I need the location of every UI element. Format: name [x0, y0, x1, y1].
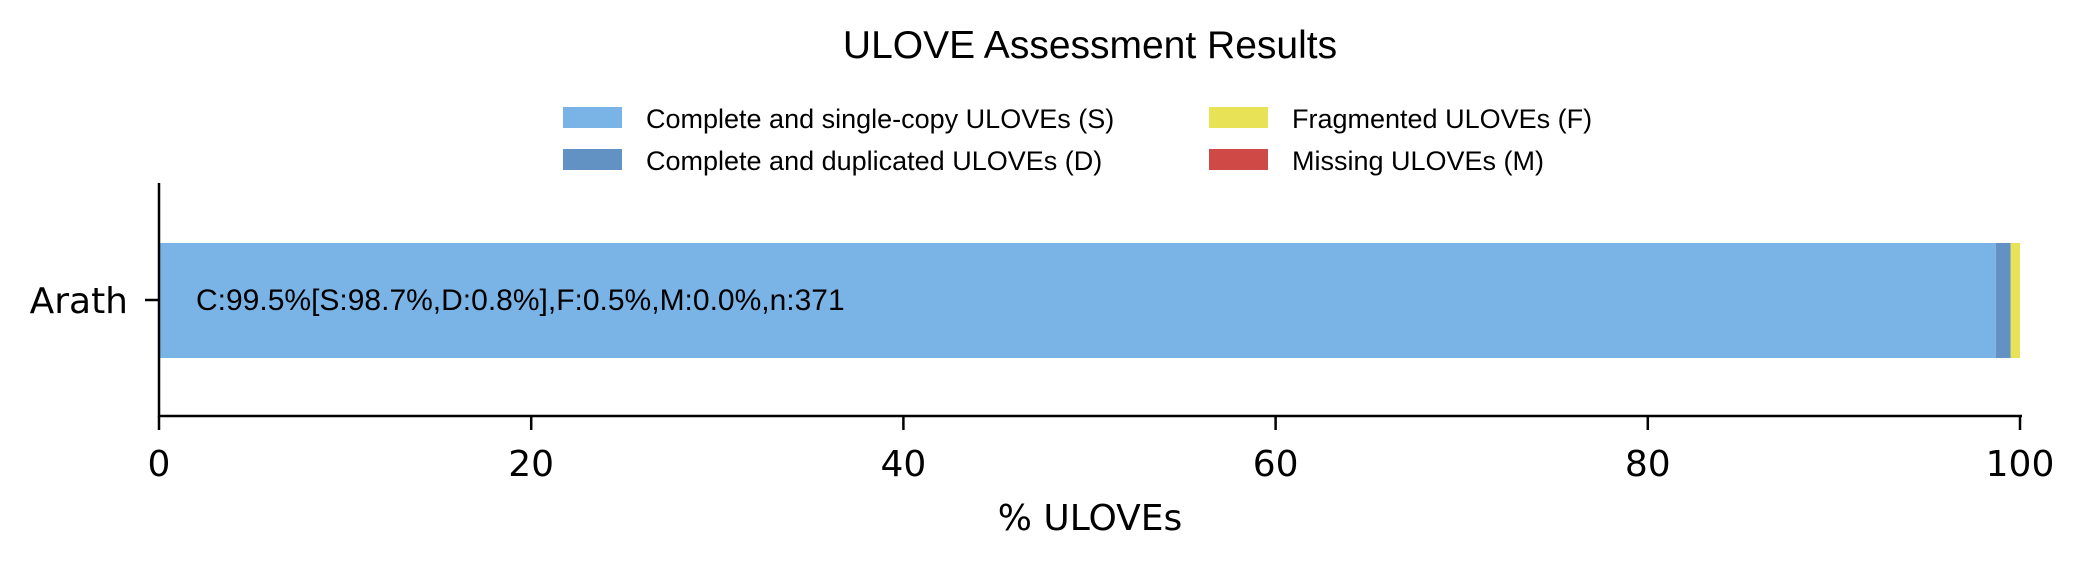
bar-segment [159, 243, 1996, 358]
legend: Complete and single-copy ULOVEs (S) Compl… [563, 104, 1592, 176]
legend-label: Complete and duplicated ULOVEs (D) [646, 146, 1102, 176]
legend-swatch [1209, 107, 1268, 128]
legend-swatch [563, 107, 622, 128]
x-tick-label: 60 [1253, 444, 1299, 485]
bars: C:99.5%[S:98.7%,D:0.8%],F:0.5%,M:0.0%,n:… [159, 243, 2020, 358]
x-tick-label: 0 [148, 444, 171, 485]
legend-swatch [563, 149, 622, 170]
bar-segment [2010, 243, 2020, 358]
legend-swatch [1209, 149, 1268, 170]
y-tick-label: Arath [30, 281, 128, 322]
bar-annotation: C:99.5%[S:98.7%,D:0.8%],F:0.5%,M:0.0%,n:… [196, 284, 845, 317]
x-axis-label: % ULOVEs [998, 498, 1183, 539]
x-tick-label: 100 [1986, 444, 2055, 485]
x-tick-label: 40 [880, 444, 926, 485]
legend-label: Missing ULOVEs (M) [1292, 146, 1544, 176]
legend-label: Complete and single-copy ULOVEs (S) [646, 104, 1114, 134]
x-tick-label: 80 [1625, 444, 1671, 485]
x-tick-label: 20 [508, 444, 554, 485]
x-ticks: 0 20 40 60 80 100 [148, 416, 2055, 485]
y-ticks: Arath [30, 281, 159, 322]
legend-label: Fragmented ULOVEs (F) [1292, 104, 1592, 134]
chart-title: ULOVE Assessment Results [843, 24, 1337, 67]
bar-segment [1995, 243, 2011, 358]
